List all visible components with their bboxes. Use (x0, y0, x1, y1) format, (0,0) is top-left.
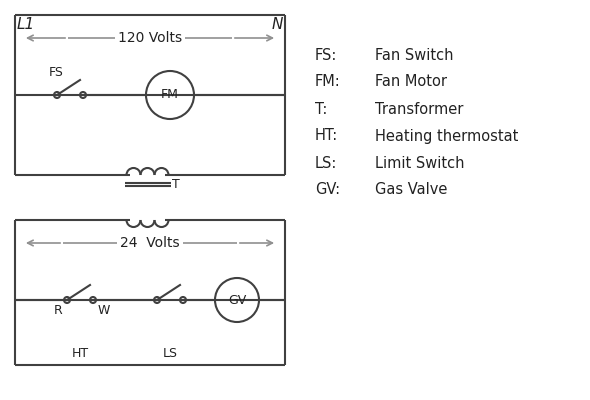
Text: GV: GV (228, 294, 246, 306)
Text: T:: T: (315, 102, 327, 116)
Text: R: R (54, 304, 63, 317)
Text: T: T (172, 178, 181, 190)
Text: Gas Valve: Gas Valve (375, 182, 447, 198)
Text: LS:: LS: (315, 156, 337, 170)
Text: N: N (271, 17, 283, 32)
Text: LS: LS (162, 347, 178, 360)
Text: 120 Volts: 120 Volts (118, 31, 182, 45)
Text: GV:: GV: (315, 182, 340, 198)
Text: HT: HT (71, 347, 88, 360)
Text: Heating thermostat: Heating thermostat (375, 128, 519, 144)
Text: FS:: FS: (315, 48, 337, 62)
Text: Fan Switch: Fan Switch (375, 48, 454, 62)
Text: Fan Motor: Fan Motor (375, 74, 447, 90)
Text: Transformer: Transformer (375, 102, 463, 116)
Text: HT:: HT: (315, 128, 338, 144)
Text: 24  Volts: 24 Volts (120, 236, 180, 250)
Text: FM:: FM: (315, 74, 341, 90)
Text: L1: L1 (17, 17, 35, 32)
Text: Limit Switch: Limit Switch (375, 156, 464, 170)
Text: FM: FM (161, 88, 179, 102)
Text: W: W (98, 304, 110, 317)
Text: FS: FS (48, 66, 64, 79)
